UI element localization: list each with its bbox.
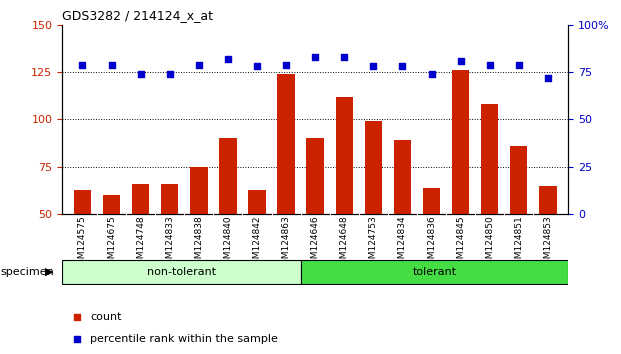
Text: percentile rank within the sample: percentile rank within the sample [90,334,278,344]
Text: non-tolerant: non-tolerant [147,267,216,277]
Text: GSM124850: GSM124850 [485,216,494,270]
Point [514,62,524,67]
Bar [335,97,353,309]
Text: GSM124675: GSM124675 [107,216,116,270]
Point [485,62,495,67]
Point [281,62,291,67]
Point [78,62,88,67]
Text: GSM124748: GSM124748 [136,216,145,270]
Text: GSM124863: GSM124863 [281,216,291,270]
Point [339,54,349,60]
Text: GSM124575: GSM124575 [78,216,87,270]
Text: GSM124648: GSM124648 [340,216,349,270]
Bar [219,138,237,309]
Text: GSM124833: GSM124833 [165,216,175,270]
Point [368,64,378,69]
Bar [510,146,527,309]
Text: GSM124753: GSM124753 [369,216,378,270]
Point [427,71,437,77]
Text: GSM124845: GSM124845 [456,216,465,270]
Bar [481,104,499,309]
Bar [452,70,469,309]
Text: count: count [90,312,122,322]
Bar [306,138,324,309]
Bar [161,184,178,309]
Point [397,64,407,69]
Point [448,23,458,29]
Text: GSM124851: GSM124851 [514,216,524,270]
FancyBboxPatch shape [62,260,301,284]
Bar [190,167,207,309]
Bar [423,188,440,309]
Bar [248,189,266,309]
Bar [132,184,150,309]
Text: ▶: ▶ [45,267,53,277]
Point [456,58,466,64]
Bar [539,186,556,309]
Point [223,56,233,62]
Bar [278,74,295,309]
Point [310,54,320,60]
Text: tolerant: tolerant [412,267,456,277]
Bar [394,140,411,309]
Text: GSM124842: GSM124842 [253,216,261,270]
Bar [103,195,120,309]
Text: specimen: specimen [1,267,55,277]
Text: GDS3282 / 214124_x_at: GDS3282 / 214124_x_at [62,9,213,22]
Text: GSM124840: GSM124840 [224,216,232,270]
Point [194,62,204,67]
Text: GSM124834: GSM124834 [398,216,407,270]
Text: GSM124646: GSM124646 [310,216,320,270]
Point [165,71,175,77]
Bar [74,189,91,309]
Point [448,220,458,226]
Point [135,71,145,77]
Text: GSM124838: GSM124838 [194,216,203,270]
Point [543,75,553,81]
Text: GSM124836: GSM124836 [427,216,436,270]
Bar [365,121,382,309]
Point [107,62,117,67]
Text: GSM124853: GSM124853 [543,216,552,270]
FancyBboxPatch shape [301,260,568,284]
Point [252,64,262,69]
